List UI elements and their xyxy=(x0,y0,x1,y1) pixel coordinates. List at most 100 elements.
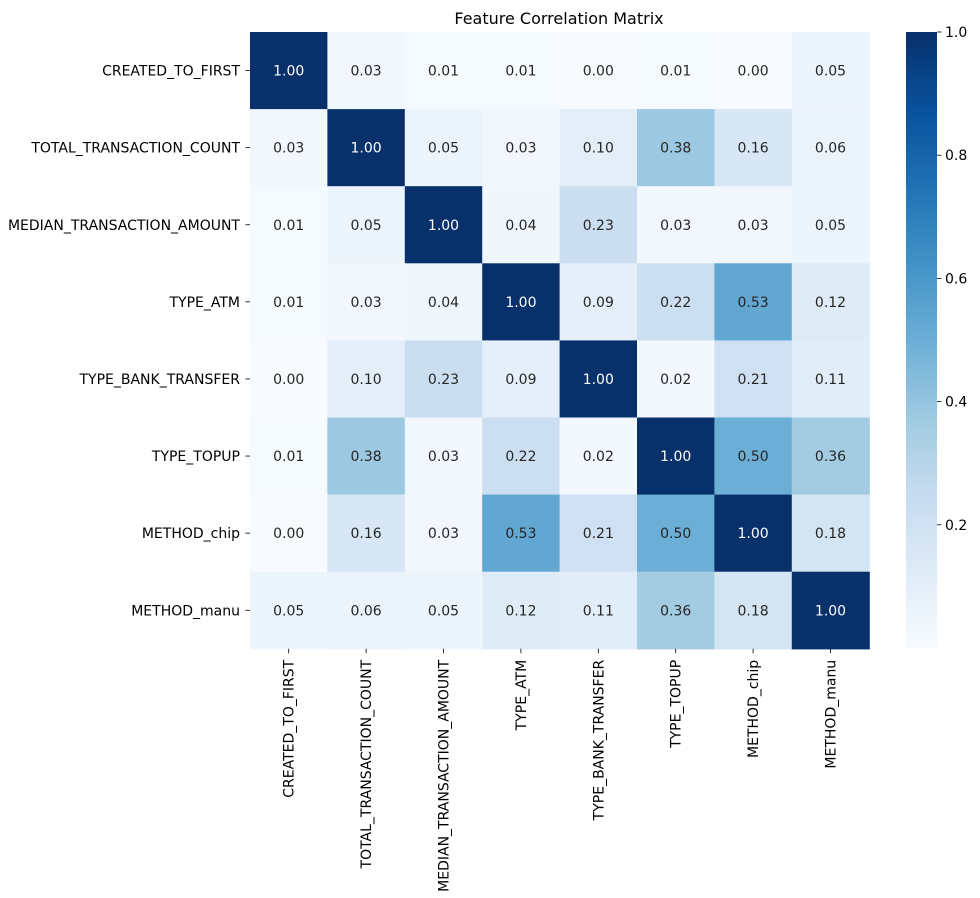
heatmap-value-label: 0.03 xyxy=(428,526,459,542)
heatmap-cell xyxy=(791,494,870,573)
heatmap-value-label: 1.00 xyxy=(273,64,304,80)
heatmap-cell xyxy=(404,32,483,110)
heatmap-value-label: 1.00 xyxy=(660,449,691,465)
heatmap-cell xyxy=(714,340,793,419)
heatmap-cell xyxy=(637,417,715,496)
heatmap-cell xyxy=(791,32,870,110)
heatmap-cell xyxy=(404,571,483,650)
heatmap-cell xyxy=(559,186,638,264)
heatmap-value-label: 0.50 xyxy=(738,449,769,465)
heatmap-value-label: 0.22 xyxy=(660,295,691,311)
heatmap-value-label: 1.00 xyxy=(583,372,614,388)
heatmap-value-labels: 1.00 0.03 0.01 0.01 0.00 0.01 0.00 0.05 0.03 1.00… xyxy=(273,64,846,620)
x-axis-tick-label: TYPE_ATM xyxy=(514,660,530,732)
heatmap-cell xyxy=(559,494,638,573)
heatmap-value-label: 0.06 xyxy=(351,603,382,619)
heatmap-value-label: 0.04 xyxy=(505,218,536,234)
heatmap-value-label: 0.04 xyxy=(428,295,459,311)
heatmap-cell xyxy=(637,186,715,264)
heatmap-cell xyxy=(559,571,638,650)
heatmap-cell xyxy=(482,571,561,650)
chart-title: Feature Correlation Matrix xyxy=(454,9,663,28)
heatmap-value-label: 1.00 xyxy=(815,603,846,619)
heatmap-value-label: 0.38 xyxy=(660,141,691,157)
heatmap-value-label: 0.01 xyxy=(660,64,691,80)
heatmap-cell xyxy=(250,417,328,496)
heatmap-value-label: 1.00 xyxy=(505,295,536,311)
heatmap-cell xyxy=(327,109,406,187)
heatmap-cell xyxy=(559,109,638,187)
heatmap-cell xyxy=(791,109,870,187)
heatmap-value-label: 0.16 xyxy=(738,141,769,157)
colorbar-tick-label: 0.8 xyxy=(945,148,967,164)
heatmap-value-label: 0.09 xyxy=(583,295,614,311)
heatmap-cell xyxy=(637,571,715,650)
colorbar-tick-label: 1.0 xyxy=(945,25,967,41)
heatmap-cell xyxy=(404,263,483,341)
heatmap-value-label: 0.11 xyxy=(815,372,846,388)
heatmap-value-label: 0.38 xyxy=(351,449,382,465)
heatmap-cell xyxy=(714,32,793,110)
heatmap-cell xyxy=(250,571,328,650)
heatmap-value-label: 0.06 xyxy=(815,141,846,157)
heatmap-value-label: 0.53 xyxy=(738,295,769,311)
heatmap-cell xyxy=(404,494,483,573)
heatmap-cell xyxy=(791,263,870,341)
heatmap-cell xyxy=(482,109,561,187)
heatmap-cell xyxy=(250,109,328,187)
heatmap-value-label: 0.03 xyxy=(428,449,459,465)
heatmap-value-label: 0.05 xyxy=(428,141,459,157)
heatmap-cell xyxy=(637,109,715,187)
heatmap-cell xyxy=(791,417,870,496)
heatmap-value-label: 0.01 xyxy=(273,449,304,465)
x-axis-tick-label: CREATED_TO_FIRST xyxy=(282,659,298,797)
heatmap-value-label: 1.00 xyxy=(428,218,459,234)
heatmap-value-label: 0.23 xyxy=(428,372,459,388)
heatmap-cell xyxy=(714,417,793,496)
y-axis-tick-label: METHOD_manu xyxy=(131,603,240,619)
heatmap-cell xyxy=(714,494,793,573)
heatmap-value-label: 0.10 xyxy=(583,141,614,157)
heatmap-cell xyxy=(327,263,406,341)
colorbar-tick-label: 0.6 xyxy=(945,271,967,287)
heatmap-cell xyxy=(559,263,638,341)
heatmap-cell xyxy=(327,340,406,419)
heatmap-value-label: 0.10 xyxy=(351,372,382,388)
heatmap-value-label: 0.01 xyxy=(273,295,304,311)
x-axis-tick-label: TYPE_BANK_TRANSFER xyxy=(591,660,607,822)
heatmap-value-label: 0.16 xyxy=(351,526,382,542)
heatmap-cell xyxy=(404,340,483,419)
heatmap-cell xyxy=(637,340,715,419)
heatmap-value-label: 0.21 xyxy=(583,526,614,542)
heatmap-value-label: 0.03 xyxy=(273,141,304,157)
heatmap-value-label: 0.00 xyxy=(738,64,769,80)
heatmap-value-label: 0.12 xyxy=(815,295,846,311)
heatmap-value-label: 0.21 xyxy=(738,372,769,388)
heatmap-value-label: 0.03 xyxy=(351,64,382,80)
x-axis-tick-labels: CREATED_TO_FIRST TOTAL_TRANSACTION_COUNT M… xyxy=(282,648,840,892)
heatmap-cell xyxy=(791,186,870,264)
heatmap-value-label: 0.03 xyxy=(351,295,382,311)
heatmap-cell xyxy=(559,417,638,496)
y-axis-tick-label: TYPE_BANK_TRANSFER xyxy=(78,372,240,388)
heatmap-cell xyxy=(482,186,561,264)
heatmap-cell xyxy=(327,571,406,650)
heatmap-cell xyxy=(250,340,328,419)
heatmap-value-label: 0.05 xyxy=(815,218,846,234)
heatmap-cell xyxy=(714,263,793,341)
heatmap-value-label: 0.01 xyxy=(428,64,459,80)
heatmap-cell xyxy=(404,186,483,264)
heatmap-value-label: 0.01 xyxy=(273,218,304,234)
heatmap-cell xyxy=(637,263,715,341)
heatmap-value-label: 1.00 xyxy=(738,526,769,542)
heatmap-cell xyxy=(327,494,406,573)
colorbar-tick-label: 0.4 xyxy=(945,395,967,411)
y-axis-tick-label: MEDIAN_TRANSACTION_AMOUNT xyxy=(8,218,240,234)
heatmap-cell xyxy=(250,32,328,110)
heatmap-value-label: 0.12 xyxy=(505,603,536,619)
heatmap-cell xyxy=(404,109,483,187)
heatmap-value-label: 0.18 xyxy=(815,526,846,542)
heatmap-value-label: 0.03 xyxy=(738,218,769,234)
heatmap-cell xyxy=(791,340,870,419)
